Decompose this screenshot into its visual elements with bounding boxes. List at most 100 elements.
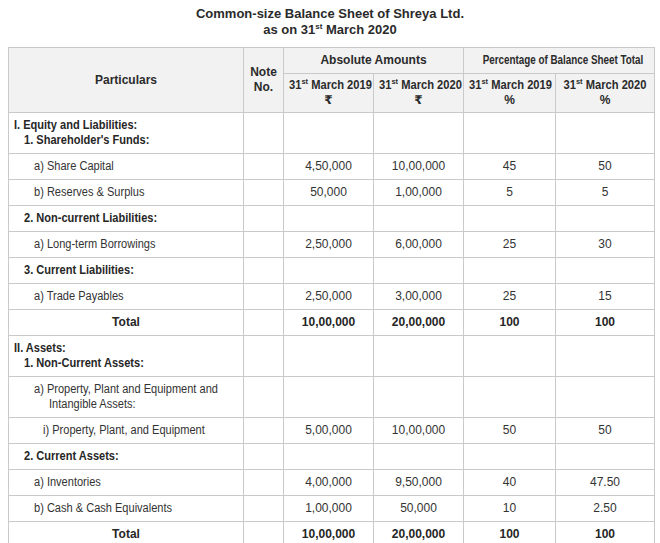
value-cell (374, 113, 464, 154)
table-row: i) Property, Plant, and Equipment 5,00,00… (9, 418, 655, 444)
value-cell: 5 (464, 180, 556, 206)
table-row: II. Assets:1. Non-Current Assets: (9, 336, 655, 377)
value-cell: 50,000 (374, 496, 464, 522)
value-cell: 6,00,000 (374, 232, 464, 258)
table-row: b) Reserves & Surplus50,0001,00,00055 (9, 180, 655, 206)
balance-sheet-table: Particulars Note No. Absolute Amounts Pe… (8, 47, 655, 543)
table-row: Total10,00,00020,00,000100100 (9, 310, 655, 336)
particulars-line: 2. Non-current Liabilities: (9, 211, 243, 226)
table-body: I. Equity and Liabilities:1. Shareholder… (9, 113, 655, 543)
rupee-symbol: ₹ (376, 93, 461, 108)
value-cell (464, 113, 556, 154)
particulars-line: b) Reserves & Surplus (9, 185, 243, 200)
table-row: a) Property, Plant and Equipment andInta… (9, 377, 655, 418)
note-cell (244, 310, 284, 336)
value-cell: 40 (464, 470, 556, 496)
header-col-2019-rupees: 31st March 2019 ₹ (284, 74, 374, 113)
value-cell: 50 (556, 418, 655, 444)
note-cell (244, 418, 284, 444)
particulars-cell: 3. Current Liabilities: (9, 258, 244, 284)
value-cell (284, 336, 374, 377)
value-cell: 2.50 (556, 496, 655, 522)
particulars-line: a) Share Capital (9, 159, 243, 174)
table-header: Particulars Note No. Absolute Amounts Pe… (9, 48, 655, 113)
particulars-line: Intangible Assets: (9, 397, 243, 412)
note-cell (244, 336, 284, 377)
value-cell (464, 206, 556, 232)
value-cell: 25 (464, 232, 556, 258)
particulars-line: II. Assets: (9, 341, 243, 356)
value-cell: 5 (556, 180, 655, 206)
value-cell (374, 336, 464, 377)
page: Common-size Balance Sheet of Shreya Ltd.… (0, 0, 660, 543)
particulars-cell: a) Property, Plant and Equipment andInta… (9, 377, 244, 418)
note-cell (244, 522, 284, 543)
value-cell (556, 377, 655, 418)
particulars-line: a) Long-term Borrowings (9, 237, 243, 252)
particulars-line: I. Equity and Liabilities: (9, 118, 243, 133)
particulars-line: a) Trade Payables (9, 289, 243, 304)
value-cell: 4,50,000 (284, 154, 374, 180)
value-cell: 47.50 (556, 470, 655, 496)
rupee-symbol: ₹ (286, 93, 371, 108)
value-cell (464, 444, 556, 470)
particulars-line: 1. Non-Current Assets: (9, 356, 243, 371)
value-cell: 30 (556, 232, 655, 258)
table-row: I. Equity and Liabilities:1. Shareholder… (9, 113, 655, 154)
particulars-line: 3. Current Liabilities: (9, 263, 243, 278)
value-cell: 1,00,000 (374, 180, 464, 206)
header-col-2019-percent: 31st March 2019 % (464, 74, 556, 113)
value-cell (464, 336, 556, 377)
particulars-cell: i) Property, Plant, and Equipment (9, 418, 244, 444)
value-cell (284, 377, 374, 418)
value-cell: 50,000 (284, 180, 374, 206)
particulars-cell: a) Trade Payables (9, 284, 244, 310)
particulars-cell: 2. Current Assets: (9, 444, 244, 470)
page-title-line1: Common-size Balance Sheet of Shreya Ltd. (0, 6, 660, 22)
value-cell: 100 (556, 522, 655, 543)
value-cell: 50 (556, 154, 655, 180)
table-row: 2. Current Assets: (9, 444, 655, 470)
value-cell: 5,00,000 (284, 418, 374, 444)
particulars-cell: Total (9, 522, 244, 543)
table-row: a) Long-term Borrowings 2,50,0006,00,0002… (9, 232, 655, 258)
value-cell: 20,00,000 (374, 310, 464, 336)
value-cell: 10,00,000 (284, 310, 374, 336)
value-cell (374, 444, 464, 470)
table-row: a) Trade Payables2,50,0003,00,0002515 (9, 284, 655, 310)
value-cell: 3,00,000 (374, 284, 464, 310)
table-row: a) Inventories 4,00,0009,50,0004047.50 (9, 470, 655, 496)
value-cell (284, 113, 374, 154)
value-cell (374, 377, 464, 418)
value-cell: 100 (464, 522, 556, 543)
note-cell (244, 206, 284, 232)
header-col-2020-percent: 31st March 2020 % (556, 74, 655, 113)
value-cell: 25 (464, 284, 556, 310)
value-cell: 45 (464, 154, 556, 180)
header-group-percentage: Percentage of Balance Sheet Total (464, 48, 655, 74)
table-row: b) Cash & Cash Equivalents1,00,00050,000… (9, 496, 655, 522)
page-title-line2: as on 31st March 2020 (0, 22, 660, 38)
note-cell (244, 154, 284, 180)
particulars-cell: b) Reserves & Surplus (9, 180, 244, 206)
note-cell (244, 232, 284, 258)
particulars-cell: I. Equity and Liabilities:1. Shareholder… (9, 113, 244, 154)
value-cell: 2,50,000 (284, 232, 374, 258)
particulars-cell: a) Share Capital (9, 154, 244, 180)
particulars-cell: a) Inventories (9, 470, 244, 496)
note-cell (244, 377, 284, 418)
header-particulars: Particulars (9, 48, 244, 113)
percent-symbol: % (466, 93, 553, 108)
value-cell: 9,50,000 (374, 470, 464, 496)
value-cell: 50 (464, 418, 556, 444)
value-cell (374, 206, 464, 232)
particulars-cell: a) Long-term Borrowings (9, 232, 244, 258)
value-cell (556, 206, 655, 232)
value-cell (284, 258, 374, 284)
note-cell (244, 496, 284, 522)
note-cell (244, 444, 284, 470)
value-cell (556, 113, 655, 154)
value-cell: 4,00,000 (284, 470, 374, 496)
percent-symbol: % (558, 93, 652, 108)
value-cell: 10 (464, 496, 556, 522)
